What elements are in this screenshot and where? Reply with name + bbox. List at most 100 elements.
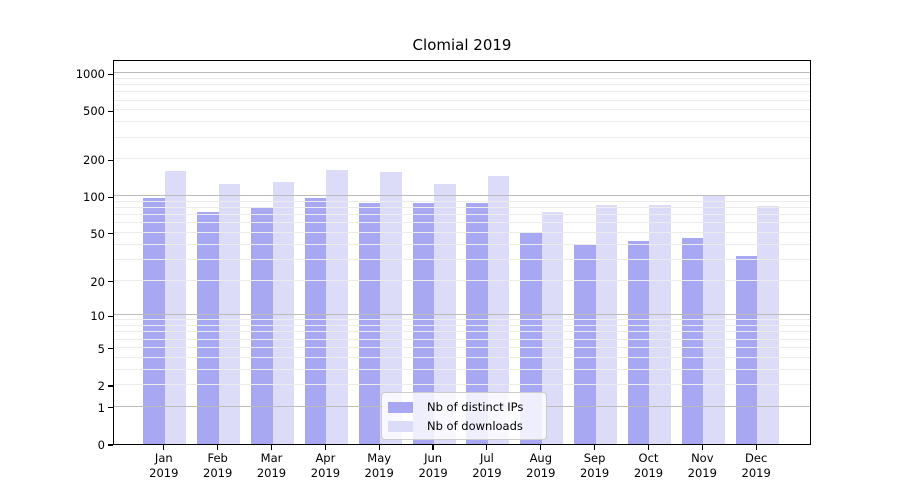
bar-downloads-jul bbox=[487, 176, 510, 444]
x-tick-dec bbox=[755, 445, 757, 450]
y-tick-label-2: 2 bbox=[97, 379, 105, 393]
x-tick-label-sep: Sep 2019 bbox=[579, 451, 610, 480]
bar-downloads-apr bbox=[326, 169, 348, 444]
legend-label-distinct-ips: Nb of distinct IPs bbox=[427, 400, 524, 414]
plot-area: Nb of distinct IPs Nb of downloads bbox=[113, 60, 811, 445]
y-tick-500 bbox=[108, 110, 113, 112]
minor-gridline-700 bbox=[114, 91, 810, 93]
x-tick-label-oct: Oct 2019 bbox=[633, 451, 664, 480]
bar-distinct-ips-nov bbox=[681, 238, 704, 444]
y-tick-50 bbox=[108, 233, 113, 235]
x-tick-label-jul: Jul 2019 bbox=[472, 451, 502, 480]
y-tick-20 bbox=[108, 280, 113, 283]
minor-gridline-50 bbox=[114, 231, 810, 233]
bar-distinct-ips-oct bbox=[627, 240, 650, 444]
x-tick-sep bbox=[594, 445, 596, 450]
downloads-swatch bbox=[388, 420, 413, 432]
legend: Nb of distinct IPs Nb of downloads bbox=[381, 392, 547, 440]
x-tick-nov bbox=[701, 445, 703, 450]
major-gridline-100 bbox=[114, 195, 810, 197]
bar-downloads-aug bbox=[541, 211, 564, 444]
legend-item-distinct-ips: Nb of distinct IPs bbox=[388, 400, 538, 414]
x-tick-label-apr: Apr 2019 bbox=[310, 451, 341, 480]
minor-gridline-2 bbox=[114, 384, 810, 385]
minor-gridline-9 bbox=[114, 319, 810, 321]
minor-gridline-6 bbox=[114, 338, 810, 340]
y-tick-label-1000: 1000 bbox=[75, 67, 105, 82]
legend-item-downloads: Nb of downloads bbox=[388, 419, 538, 433]
x-tick-label-dec: Dec 2019 bbox=[741, 451, 771, 480]
x-tick-label-aug: Aug 2019 bbox=[526, 451, 556, 480]
minor-gridline-80 bbox=[114, 207, 810, 209]
x-tick-apr bbox=[324, 445, 326, 450]
distinct-ips-swatch bbox=[388, 401, 413, 413]
minor-gridline-90 bbox=[114, 200, 810, 202]
y-tick-label-5: 5 bbox=[97, 341, 105, 356]
y-tick-1000 bbox=[108, 73, 113, 75]
bar-distinct-ips-apr bbox=[304, 198, 327, 444]
bar-downloads-jan bbox=[164, 171, 187, 444]
y-tick-label-200: 200 bbox=[83, 153, 105, 168]
minor-gridline-8 bbox=[114, 325, 810, 326]
minor-gridline-3 bbox=[114, 368, 810, 370]
major-gridline-1000 bbox=[114, 72, 810, 74]
minor-gridline-300 bbox=[114, 136, 810, 138]
x-tick-jul bbox=[486, 445, 488, 450]
y-tick-2 bbox=[108, 385, 113, 387]
bar-distinct-ips-may bbox=[358, 203, 381, 444]
minor-gridline-30 bbox=[114, 258, 810, 260]
minor-gridline-4 bbox=[114, 356, 810, 358]
bar-distinct-ips-jan bbox=[143, 197, 165, 444]
minor-gridline-40 bbox=[114, 243, 810, 245]
minor-gridline-600 bbox=[114, 99, 810, 101]
bar-downloads-jun bbox=[434, 184, 456, 444]
bar-distinct-ips-feb bbox=[197, 212, 219, 444]
x-tick-may bbox=[378, 445, 380, 450]
bar-distinct-ips-jul bbox=[466, 203, 488, 444]
bar-downloads-may bbox=[380, 171, 402, 444]
y-tick-label-100: 100 bbox=[83, 190, 105, 205]
bar-downloads-mar bbox=[272, 182, 294, 444]
x-tick-label-mar: Mar 2019 bbox=[256, 451, 287, 480]
x-tick-jun bbox=[432, 445, 434, 450]
x-tick-oct bbox=[647, 445, 650, 450]
bar-downloads-feb bbox=[218, 184, 241, 444]
minor-gridline-20 bbox=[114, 279, 810, 281]
minor-gridline-800 bbox=[114, 84, 810, 85]
y-tick-5 bbox=[108, 348, 113, 350]
x-tick-aug bbox=[540, 445, 542, 450]
minor-gridline-5 bbox=[114, 346, 810, 348]
y-tick-10 bbox=[108, 315, 113, 317]
chart-title: Clomial 2019 bbox=[412, 36, 512, 54]
minor-gridline-400 bbox=[114, 121, 810, 123]
bar-distinct-ips-jun bbox=[412, 203, 435, 444]
bar-distinct-ips-sep bbox=[574, 244, 596, 444]
y-tick-1 bbox=[108, 407, 113, 409]
y-tick-label-10: 10 bbox=[90, 309, 105, 324]
y-tick-label-20: 20 bbox=[90, 274, 105, 289]
minor-gridline-900 bbox=[114, 77, 810, 79]
y-tick-200 bbox=[108, 159, 113, 161]
x-tick-feb bbox=[217, 445, 219, 450]
major-gridline-10 bbox=[114, 314, 810, 316]
minor-gridline-60 bbox=[114, 222, 810, 224]
y-tick-label-50: 50 bbox=[90, 226, 105, 241]
y-tick-0 bbox=[108, 444, 113, 446]
bar-distinct-ips-aug bbox=[520, 231, 542, 444]
y-tick-100 bbox=[108, 196, 113, 198]
y-tick-label-0: 0 bbox=[97, 438, 105, 452]
x-tick-label-may: May 2019 bbox=[364, 451, 394, 480]
x-tick-label-jun: Jun 2019 bbox=[418, 451, 448, 480]
x-tick-label-nov: Nov 2019 bbox=[687, 451, 717, 480]
bar-distinct-ips-dec bbox=[735, 256, 758, 444]
x-tick-jan bbox=[163, 445, 165, 450]
minor-gridline-200 bbox=[114, 158, 810, 160]
minor-gridline-500 bbox=[114, 109, 810, 111]
minor-gridline-70 bbox=[114, 214, 810, 216]
x-tick-mar bbox=[270, 445, 273, 450]
legend-label-downloads: Nb of downloads bbox=[427, 419, 523, 433]
x-tick-label-jan: Jan 2019 bbox=[149, 451, 179, 480]
y-tick-label-1: 1 bbox=[97, 400, 105, 415]
x-tick-label-feb: Feb 2019 bbox=[203, 451, 233, 480]
